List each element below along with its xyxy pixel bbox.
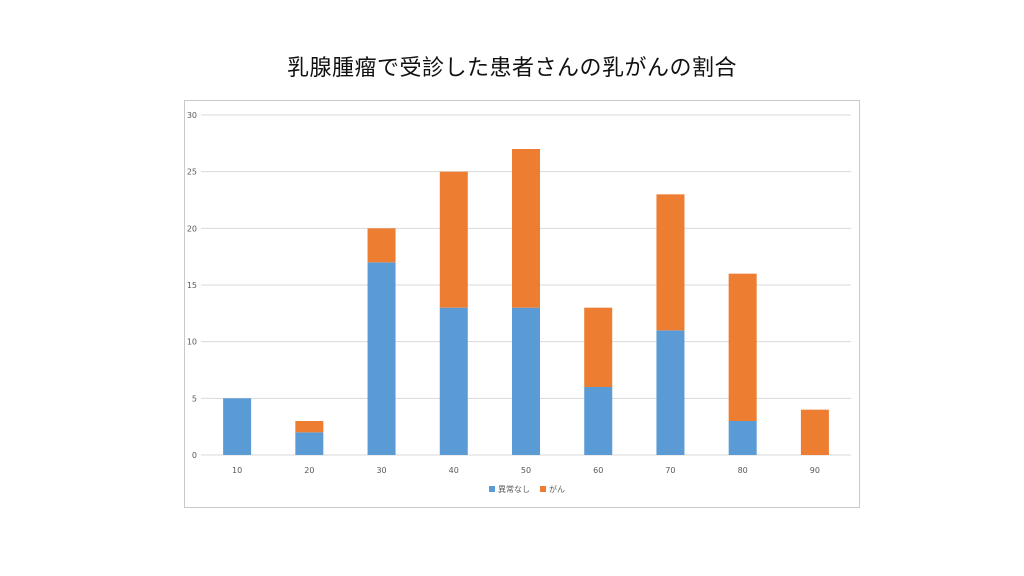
x-tick-label: 50 — [521, 466, 531, 475]
y-tick-label: 5 — [192, 394, 197, 403]
y-tick-label: 30 — [187, 111, 197, 120]
legend-swatch-normal — [489, 486, 495, 492]
page-title: 乳腺腫瘤で受診した患者さんの乳がんの割合 — [286, 56, 737, 81]
bar-cancer-80 — [728, 273, 757, 421]
stacked-bar-chart: 0 5 10 15 20 25 30 10 20 30 40 50 60 70 80 90 異常なし がん — [187, 111, 851, 494]
x-tick-label: 40 — [449, 466, 459, 475]
x-tick-label: 70 — [665, 466, 675, 475]
bar-cancer-70 — [656, 194, 685, 331]
y-tick-label: 0 — [192, 451, 197, 460]
bar-cancer-50 — [512, 149, 540, 308]
bar-normal-70 — [656, 330, 685, 455]
y-axis: 0 5 10 15 20 25 30 — [187, 111, 197, 460]
bar-normal-80 — [728, 421, 757, 455]
x-axis: 10 20 30 40 50 60 70 80 90 — [232, 466, 820, 475]
bar-normal-60 — [584, 387, 613, 455]
bar-cancer-90 — [800, 409, 829, 455]
legend-label-normal: 異常なし — [498, 485, 530, 494]
bar-series — [223, 149, 829, 455]
x-tick-label: 20 — [304, 466, 314, 475]
bar-cancer-60 — [584, 307, 613, 387]
x-tick-label: 90 — [810, 466, 820, 475]
y-tick-label: 10 — [187, 338, 197, 347]
bar-cancer-30 — [367, 228, 396, 263]
x-tick-label: 80 — [738, 466, 748, 475]
x-tick-label: 30 — [376, 466, 386, 475]
x-tick-label: 60 — [593, 466, 603, 475]
y-tick-label: 20 — [187, 224, 197, 233]
bar-normal-40 — [439, 307, 468, 455]
bar-cancer-40 — [439, 171, 468, 308]
legend: 異常なし がん — [489, 484, 565, 494]
legend-label-cancer: がん — [549, 484, 565, 494]
chart-area: 0 5 10 15 20 25 30 10 20 30 40 50 60 70 80 90 異常なし がん — [184, 100, 860, 508]
bar-normal-30 — [367, 262, 396, 455]
x-tick-label: 10 — [232, 466, 242, 475]
legend-swatch-cancer — [540, 486, 546, 492]
y-tick-label: 15 — [187, 281, 197, 290]
bar-cancer-20 — [295, 421, 324, 433]
bar-normal-50 — [512, 307, 540, 455]
y-tick-label: 25 — [187, 168, 197, 177]
bar-normal-20 — [295, 432, 324, 455]
bar-normal-10 — [223, 398, 252, 455]
